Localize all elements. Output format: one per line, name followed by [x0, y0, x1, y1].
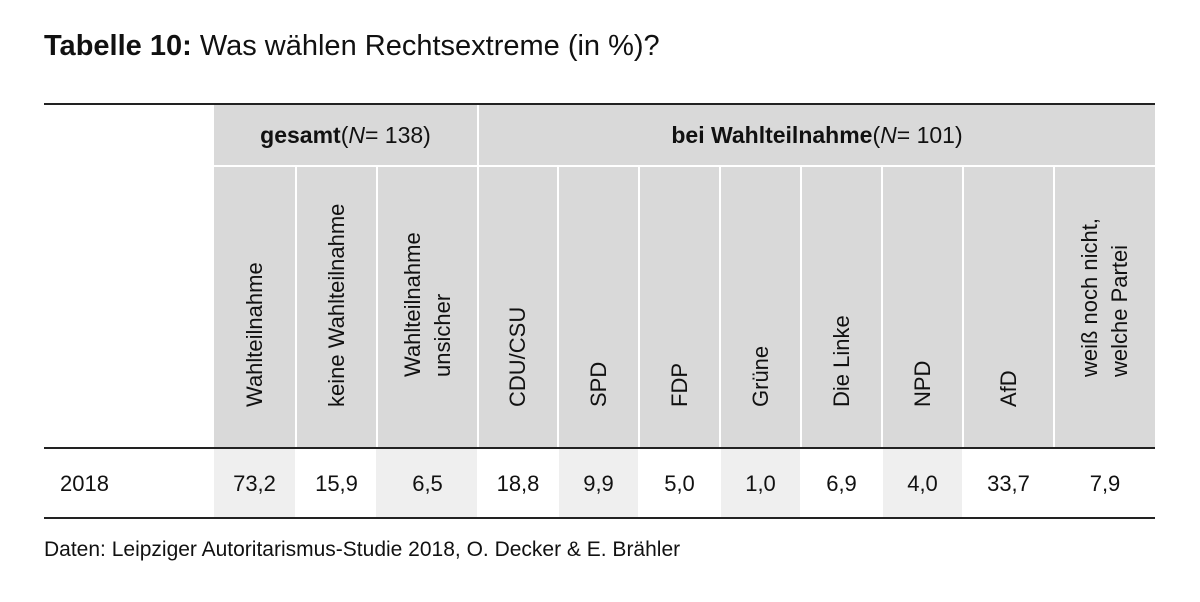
column-divider	[638, 167, 640, 447]
group-divider	[214, 165, 1155, 167]
column-header: Wahlteilnahme	[241, 262, 267, 407]
column-divider	[376, 167, 378, 447]
table-caption: Was wählen Rechtsextreme (in %)?	[199, 30, 660, 62]
column-header: SPD	[585, 361, 611, 407]
table-title: Tabelle 10: Was wählen Rechtsextreme (in…	[44, 30, 660, 63]
column-header: FDP	[666, 363, 692, 407]
column-header: AfD	[995, 370, 1021, 407]
table-cell: 4,0	[907, 471, 938, 496]
cell-shade	[559, 449, 638, 518]
column-header: keine Wahlteilnahme	[323, 203, 349, 407]
header-rule	[44, 447, 1155, 449]
column-divider	[477, 104, 479, 447]
column-divider	[800, 167, 802, 447]
table-cell: 5,0	[664, 471, 695, 496]
column-divider	[557, 167, 559, 447]
column-header: Wahlteilnahme unsicher	[399, 232, 455, 377]
cell-shade	[883, 449, 962, 518]
group-name: bei Wahlteilnahme	[671, 121, 873, 148]
column-divider	[1053, 167, 1055, 447]
row-label-year: 2018	[60, 471, 109, 496]
header-background	[214, 104, 1155, 447]
column-divider	[962, 167, 964, 447]
table-cell: 18,8	[496, 471, 540, 496]
column-header: NPD	[909, 360, 935, 407]
table-cell: 33,7	[987, 471, 1030, 496]
cell-shade	[376, 449, 477, 518]
cell-shade	[214, 449, 295, 518]
source-note: Daten: Leipziger Autoritarismus-Studie 2…	[44, 538, 681, 561]
column-header: Die Linke	[828, 315, 854, 407]
table-cell: 15,9	[315, 471, 358, 496]
top-rule	[44, 103, 1155, 105]
group-label-gesamt: gesamt (N = 138)	[260, 121, 431, 148]
group-label-wahlteilnahme: bei Wahlteilnahme (N = 101)	[671, 121, 963, 148]
table-cell: 1,0	[745, 471, 776, 496]
column-divider	[881, 167, 883, 447]
group-name: gesamt	[260, 121, 341, 148]
column-header: CDU/CSU	[505, 306, 530, 407]
table-cell: 9,9	[583, 471, 614, 496]
column-divider	[295, 167, 297, 447]
column-header: Grüne	[747, 345, 773, 407]
column-header: weiß noch nicht, welche Partei	[1077, 218, 1132, 377]
table-cell: 7,9	[1089, 471, 1121, 496]
cell-shade	[721, 449, 800, 518]
column-divider	[719, 167, 721, 447]
table-number: Tabelle 10:	[44, 30, 192, 62]
bottom-rule	[44, 517, 1155, 519]
table-cell: 73,2	[233, 471, 276, 496]
table-cell: 6,5	[412, 471, 443, 496]
table-cell: 6,9	[826, 471, 857, 496]
